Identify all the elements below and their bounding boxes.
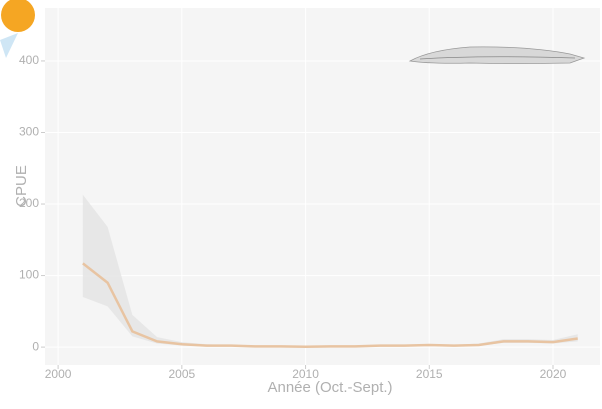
- line: [82, 262, 578, 349]
- y-tick-label: 200: [19, 196, 39, 210]
- y-tick-label: 0: [32, 339, 39, 353]
- y-tick-label: 400: [19, 53, 39, 67]
- logo-icon: [0, 0, 35, 58]
- fish-icon: [408, 46, 586, 64]
- x-tick-label: 2010: [292, 367, 319, 381]
- x-tick-label: 2000: [45, 367, 72, 381]
- x-tick-label: 2020: [540, 367, 567, 381]
- y-tick-label: 100: [19, 268, 39, 282]
- panel: [45, 8, 600, 365]
- x-tick-label: 2005: [168, 367, 195, 381]
- y-axis-label: CPUE: [13, 165, 30, 207]
- plot-area: [41, 8, 600, 369]
- x-tick-label: 2015: [416, 367, 443, 381]
- x-axis-label: Année (Oct.-Sept.): [267, 379, 392, 396]
- y-tick-label: 300: [19, 125, 39, 139]
